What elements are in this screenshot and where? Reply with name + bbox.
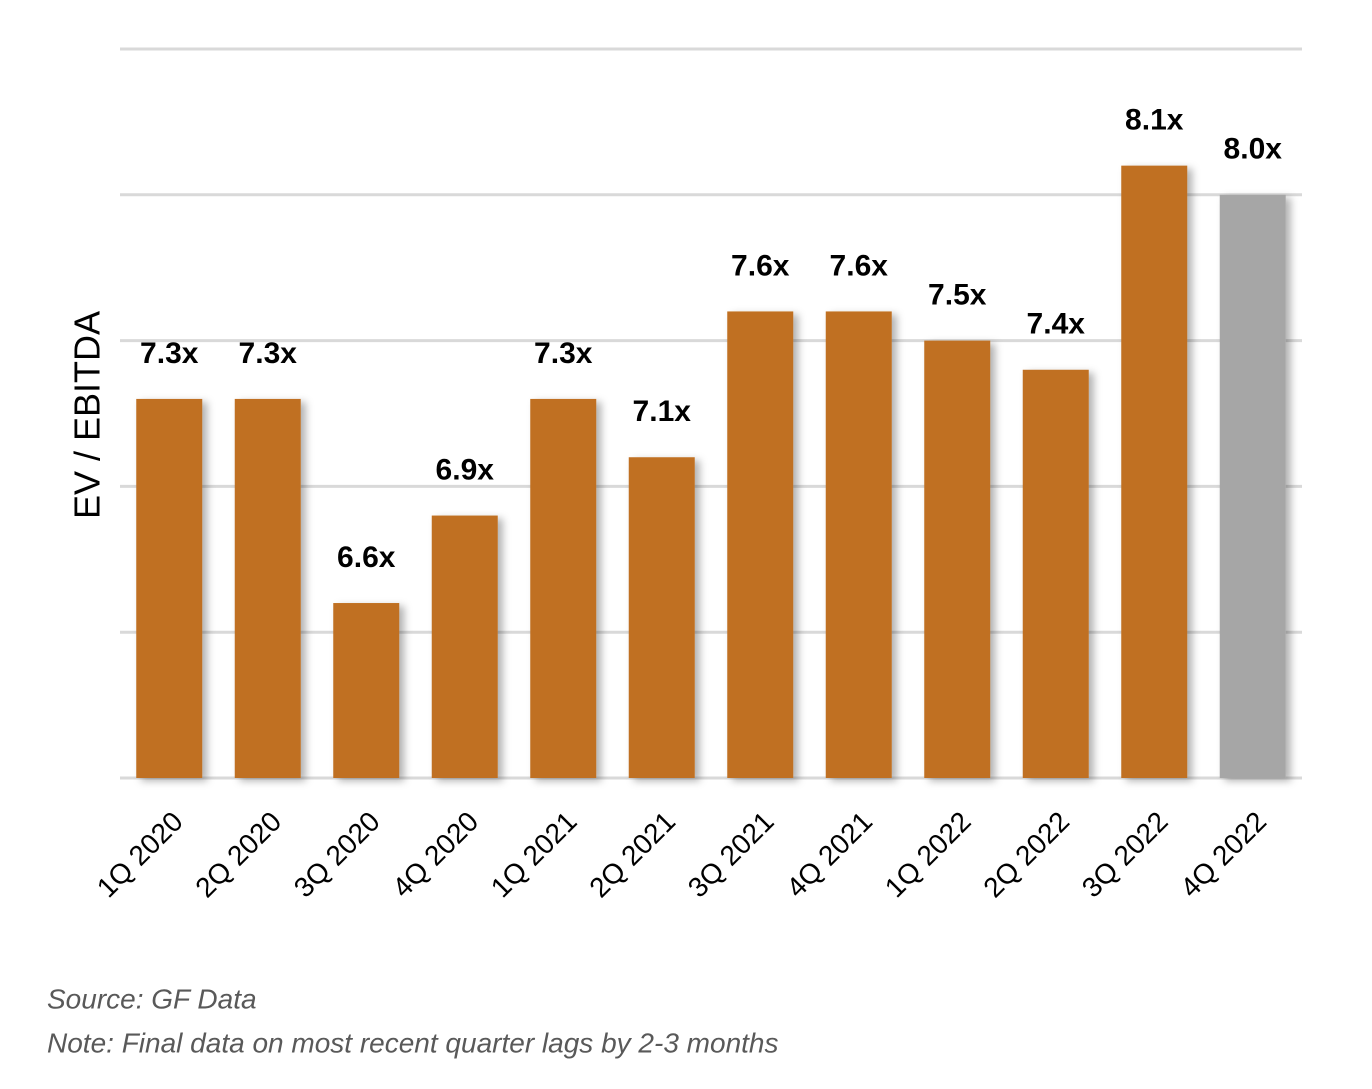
x-tick-label: 4Q 2020 — [386, 806, 484, 904]
bar — [333, 603, 400, 778]
value-label: 7.3x — [239, 337, 298, 370]
x-tick-label: 3Q 2022 — [1076, 806, 1174, 904]
bar — [727, 311, 794, 778]
x-tick-label: 2Q 2020 — [189, 806, 287, 904]
bar — [628, 457, 695, 778]
bar — [1219, 194, 1286, 779]
x-tick-label: 4Q 2021 — [780, 806, 878, 904]
value-label: 7.4x — [1027, 308, 1086, 341]
x-tick-label: 1Q 2022 — [879, 806, 977, 904]
bar — [825, 311, 892, 778]
value-label: 7.1x — [633, 395, 692, 428]
x-tick-label: 3Q 2021 — [682, 806, 780, 904]
x-tick-label: 4Q 2022 — [1174, 806, 1272, 904]
value-label: 8.0x — [1224, 133, 1283, 166]
value-label: 7.3x — [534, 337, 593, 370]
x-tick-label: 2Q 2022 — [977, 806, 1075, 904]
value-label: 8.1x — [1125, 104, 1184, 137]
x-tick-label: 3Q 2020 — [288, 806, 386, 904]
bar — [1022, 369, 1089, 778]
source-note: Source: GF Data — [47, 983, 257, 1014]
bar — [234, 398, 301, 778]
value-label: 6.9x — [436, 453, 495, 486]
bar — [136, 398, 203, 778]
value-label: 7.3x — [140, 337, 199, 370]
footnote: Note: Final data on most recent quarter … — [47, 1027, 779, 1058]
bar — [530, 398, 597, 778]
x-tick-label: 1Q 2021 — [485, 806, 583, 904]
value-label: 6.6x — [337, 541, 396, 574]
x-tick-label: 2Q 2021 — [583, 806, 681, 904]
bar — [431, 515, 498, 778]
x-tick-label: 1Q 2020 — [91, 806, 189, 904]
value-label: 7.6x — [731, 249, 790, 282]
bar — [1121, 165, 1188, 778]
y-axis-label: EV / EBITDA — [67, 311, 108, 519]
value-label: 7.5x — [928, 279, 987, 312]
bar — [924, 340, 991, 778]
value-label: 7.6x — [830, 249, 889, 282]
